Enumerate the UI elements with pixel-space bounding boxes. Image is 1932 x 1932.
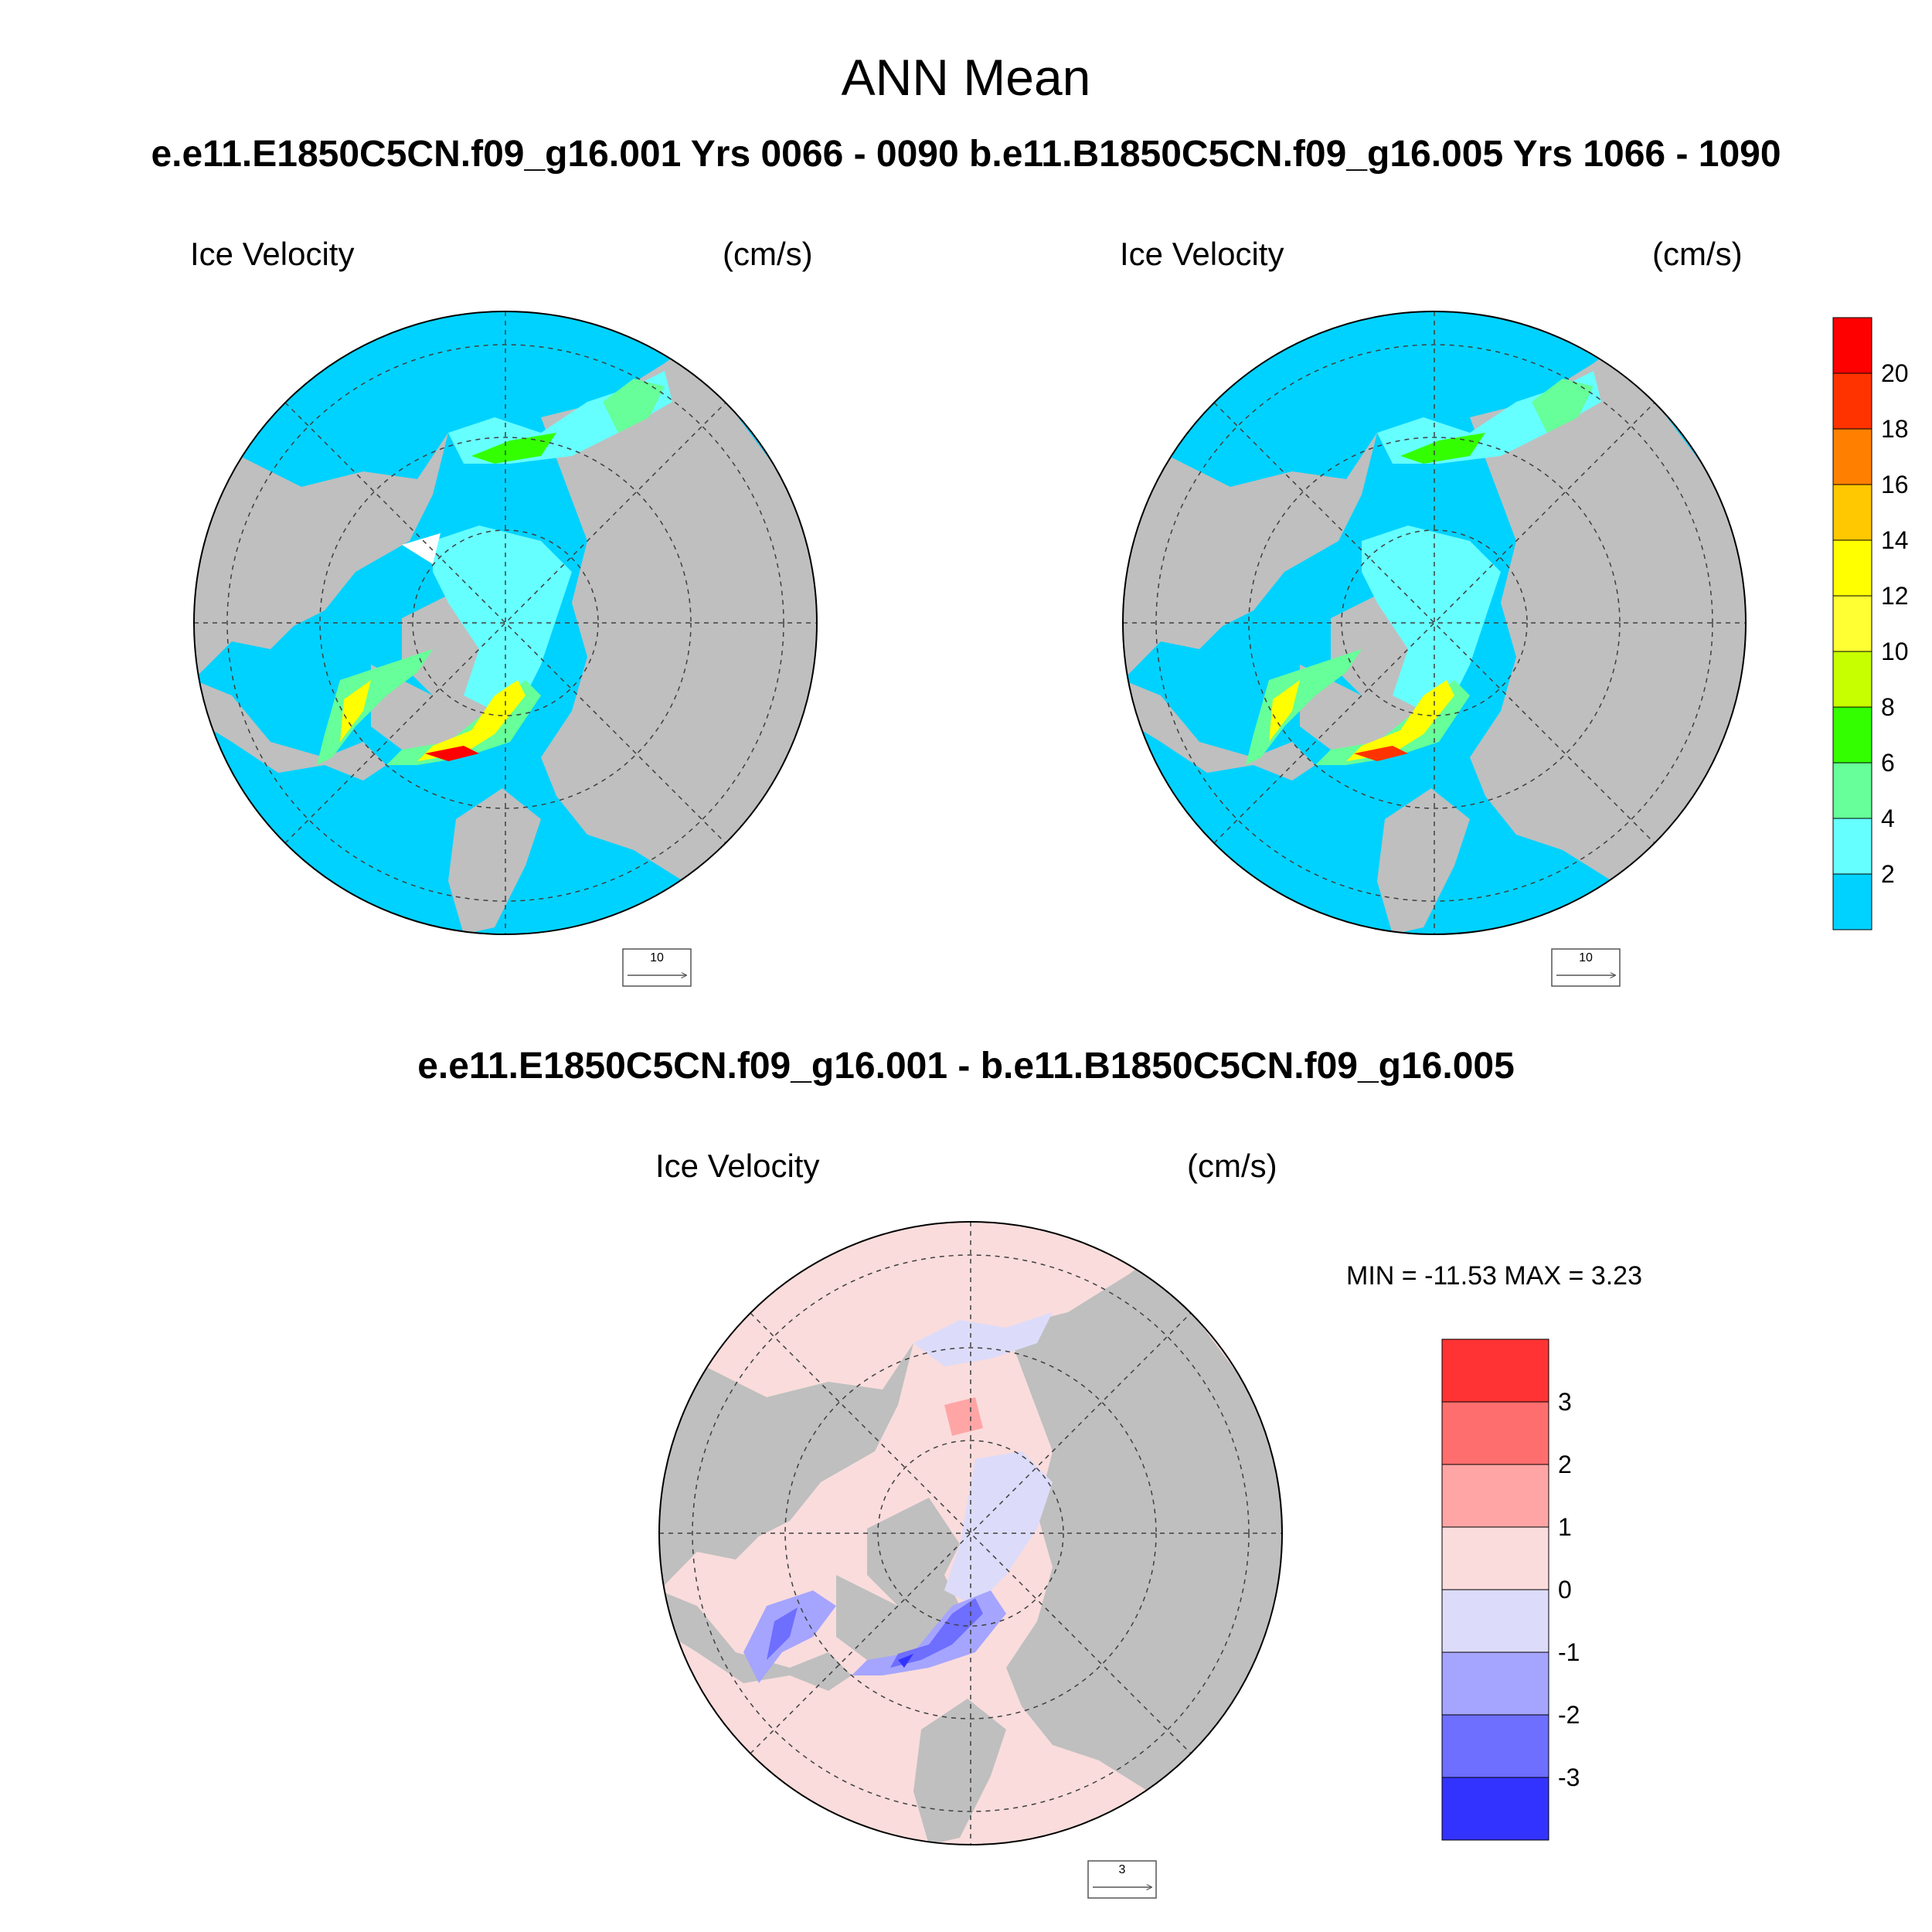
panel1-graticule — [194, 311, 817, 934]
top-colorbar-tick-label: 16 — [1881, 471, 1909, 498]
panel1-land-alaska — [194, 680, 386, 781]
panel2-map-border — [1122, 311, 1747, 935]
diff-colorbar-swatch — [1441, 1777, 1549, 1841]
panel3-map-border — [658, 1221, 1283, 1845]
top-colorbar-tick-label: 6 — [1881, 749, 1895, 777]
diff-colorbar-tick-label: 3 — [1558, 1388, 1572, 1416]
diff-colorbar-tick-label: -3 — [1558, 1764, 1580, 1791]
difference-colorbar: 3 2 1 0 -1 -2 -3 — [1441, 1338, 1580, 1841]
top-colorbar-swatch — [1832, 539, 1872, 597]
panel1-fill-baffin-fast — [340, 680, 371, 742]
diff-colorbar-tick-label: -1 — [1558, 1638, 1580, 1666]
top-colorbar-swatch — [1832, 706, 1872, 764]
top-colorbar-swatch — [1832, 372, 1872, 430]
diff-colorbar-swatch — [1441, 1714, 1549, 1778]
difference-title: e.e11.E1850C5CN.f09_g16.001 - b.e11.B185… — [417, 1046, 1515, 1087]
panel1-fill-max-speed — [425, 746, 479, 761]
figure-title: ANN Mean — [841, 49, 1091, 106]
panel3-ref-vector-label: 3 — [1119, 1863, 1126, 1876]
panel3-graticule — [659, 1222, 1282, 1845]
panel3-fill-beaufort-neg — [944, 1451, 1053, 1606]
panel2-variable-label: Ice Velocity — [1120, 236, 1284, 272]
panel1-ref-vector-label: 10 — [650, 951, 664, 964]
panel1-coast-gap — [402, 533, 440, 564]
panel3-reference-vector: 3 — [1087, 1860, 1157, 1899]
top-colorbar: 20 18 16 14 12 10 8 6 4 2 — [1832, 317, 1909, 930]
panel1-fill-okhotsk — [603, 379, 665, 433]
panel2-land-scandinavia — [1377, 788, 1470, 934]
diff-colorbar-swatch — [1441, 1338, 1549, 1403]
top-colorbar-tick-label: 12 — [1881, 582, 1909, 610]
panel1-variable-label: Ice Velocity — [190, 236, 355, 272]
panel3-land-alaska — [659, 1590, 852, 1691]
top-colorbar-tick-label: 4 — [1881, 804, 1895, 832]
panel2-fill-bering-fast — [1400, 433, 1485, 464]
diff-colorbar-swatch — [1441, 1464, 1549, 1528]
panel3-land-eurasia — [1006, 1274, 1282, 1799]
panel1-reference-vector: 10 — [622, 948, 692, 987]
top-colorbar-swatch — [1832, 428, 1872, 485]
top-colorbar-swatch — [1832, 762, 1872, 819]
top-colorbar-swatch — [1832, 317, 1872, 374]
diff-colorbar-tick-label: -2 — [1558, 1701, 1580, 1729]
diff-colorbar-tick-label: 0 — [1558, 1576, 1572, 1604]
panel2-land-alaska — [1123, 680, 1315, 781]
panel1-land-greenland — [371, 665, 495, 750]
panel2-fill-gyre — [1362, 526, 1501, 711]
panel2-land-greenland — [1300, 665, 1423, 750]
panel2-polar-map — [1122, 311, 1747, 935]
panel3-polar-map — [658, 1221, 1283, 1845]
diff-colorbar-swatch — [1441, 1651, 1549, 1716]
panel2-land-north-america — [1123, 433, 1377, 680]
top-colorbar-tick-label: 18 — [1881, 415, 1909, 443]
panel1-units-label: (cm/s) — [723, 236, 813, 272]
panel2-fill-okhotsk — [1532, 379, 1594, 433]
panel3-fill-bering-neg — [913, 1312, 1053, 1366]
panel2-land-eurasia — [1470, 363, 1746, 889]
diff-min-max-readout: MIN = -11.53 MAX = 3.23 — [1346, 1261, 1642, 1291]
top-colorbar-swatch — [1832, 484, 1872, 541]
panel2-graticule — [1123, 311, 1746, 934]
panel1-polar-map — [193, 311, 818, 935]
diff-colorbar-tick-label: 1 — [1558, 1513, 1572, 1541]
top-colorbar-swatch — [1832, 873, 1872, 930]
top-colorbar-swatch — [1832, 818, 1872, 875]
panel1-fill-baffin — [317, 649, 433, 765]
panel1-fill-east-greenland — [417, 680, 526, 761]
panel1-fill-bering-fast — [471, 433, 556, 464]
top-colorbar-swatch — [1832, 595, 1872, 652]
panel3-fill-fram-min — [898, 1654, 913, 1668]
panel3-units-label: (cm/s) — [1187, 1148, 1277, 1184]
panel1-land-north-america — [194, 433, 448, 680]
diff-colorbar-swatch — [1441, 1589, 1549, 1653]
panel3-fill-fram-strong — [890, 1598, 983, 1668]
panel2-fill-baffin-fast — [1269, 680, 1300, 742]
diff-colorbar-tick-label: 2 — [1558, 1451, 1572, 1478]
panel3-variable-label: Ice Velocity — [655, 1148, 820, 1184]
panel2-fill-east-greenland — [1346, 680, 1454, 761]
panel2-units-label: (cm/s) — [1652, 236, 1743, 272]
panel1-fill-gyre — [433, 526, 572, 711]
top-colorbar-tick-label: 10 — [1881, 638, 1909, 665]
top-colorbar-swatch — [1832, 651, 1872, 708]
top-colorbar-tick-label: 8 — [1881, 693, 1895, 721]
panel2-ref-vector-label: 10 — [1579, 951, 1593, 964]
panel3-fill-positive-patch — [944, 1397, 983, 1436]
panel1-land-scandinavia — [448, 788, 541, 934]
panel3-land-north-america — [659, 1343, 913, 1590]
top-colorbar-tick-label: 20 — [1881, 359, 1909, 387]
top-colorbar-tick-label: 2 — [1881, 860, 1895, 888]
figure-subtitle: e.e11.E1850C5CN.f09_g16.001 Yrs 0066 - 0… — [151, 134, 1781, 175]
panel1-map-border — [193, 311, 818, 935]
diff-colorbar-swatch — [1441, 1526, 1549, 1590]
panel2-reference-vector: 10 — [1551, 948, 1621, 987]
panel1-land-eurasia — [541, 363, 817, 889]
panel3-land-scandinavia — [913, 1699, 1006, 1845]
top-colorbar-tick-label: 14 — [1881, 526, 1909, 554]
panel3-fill-baffin-strong — [767, 1607, 798, 1660]
diff-colorbar-swatch — [1441, 1401, 1549, 1465]
panel2-fill-baffin — [1246, 649, 1362, 765]
panel2-fill-max-speed — [1354, 746, 1408, 761]
